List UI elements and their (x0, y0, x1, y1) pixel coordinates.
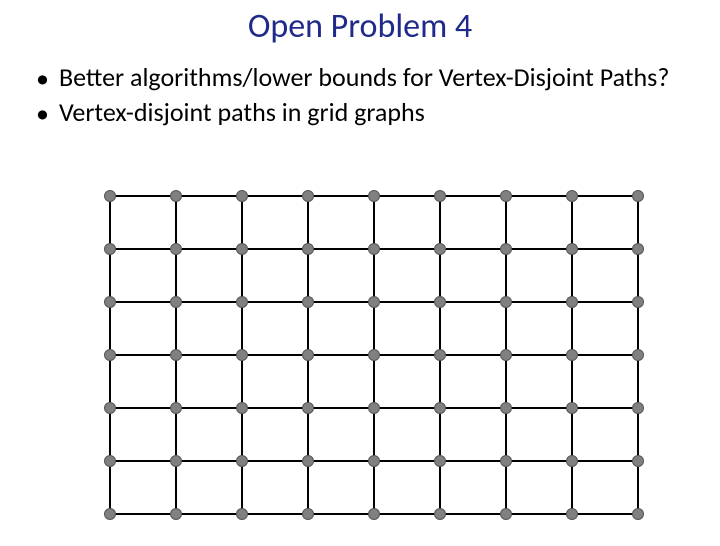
bullet-text: Vertex-disjoint paths in grid graphs (59, 96, 425, 129)
bullet-list: • Better algorithms/lower bounds for Ver… (36, 61, 690, 129)
bullet-dot: • (36, 98, 49, 129)
bullet-text: Better algorithms/lower bounds for Verte… (59, 61, 669, 94)
grid-graph (100, 186, 660, 541)
page-title: Open Problem 4 (0, 6, 720, 47)
grid-graph-svg (100, 186, 660, 536)
bullet-dot: • (36, 63, 49, 94)
list-item: • Vertex-disjoint paths in grid graphs (36, 96, 690, 129)
list-item: • Better algorithms/lower bounds for Ver… (36, 61, 690, 94)
